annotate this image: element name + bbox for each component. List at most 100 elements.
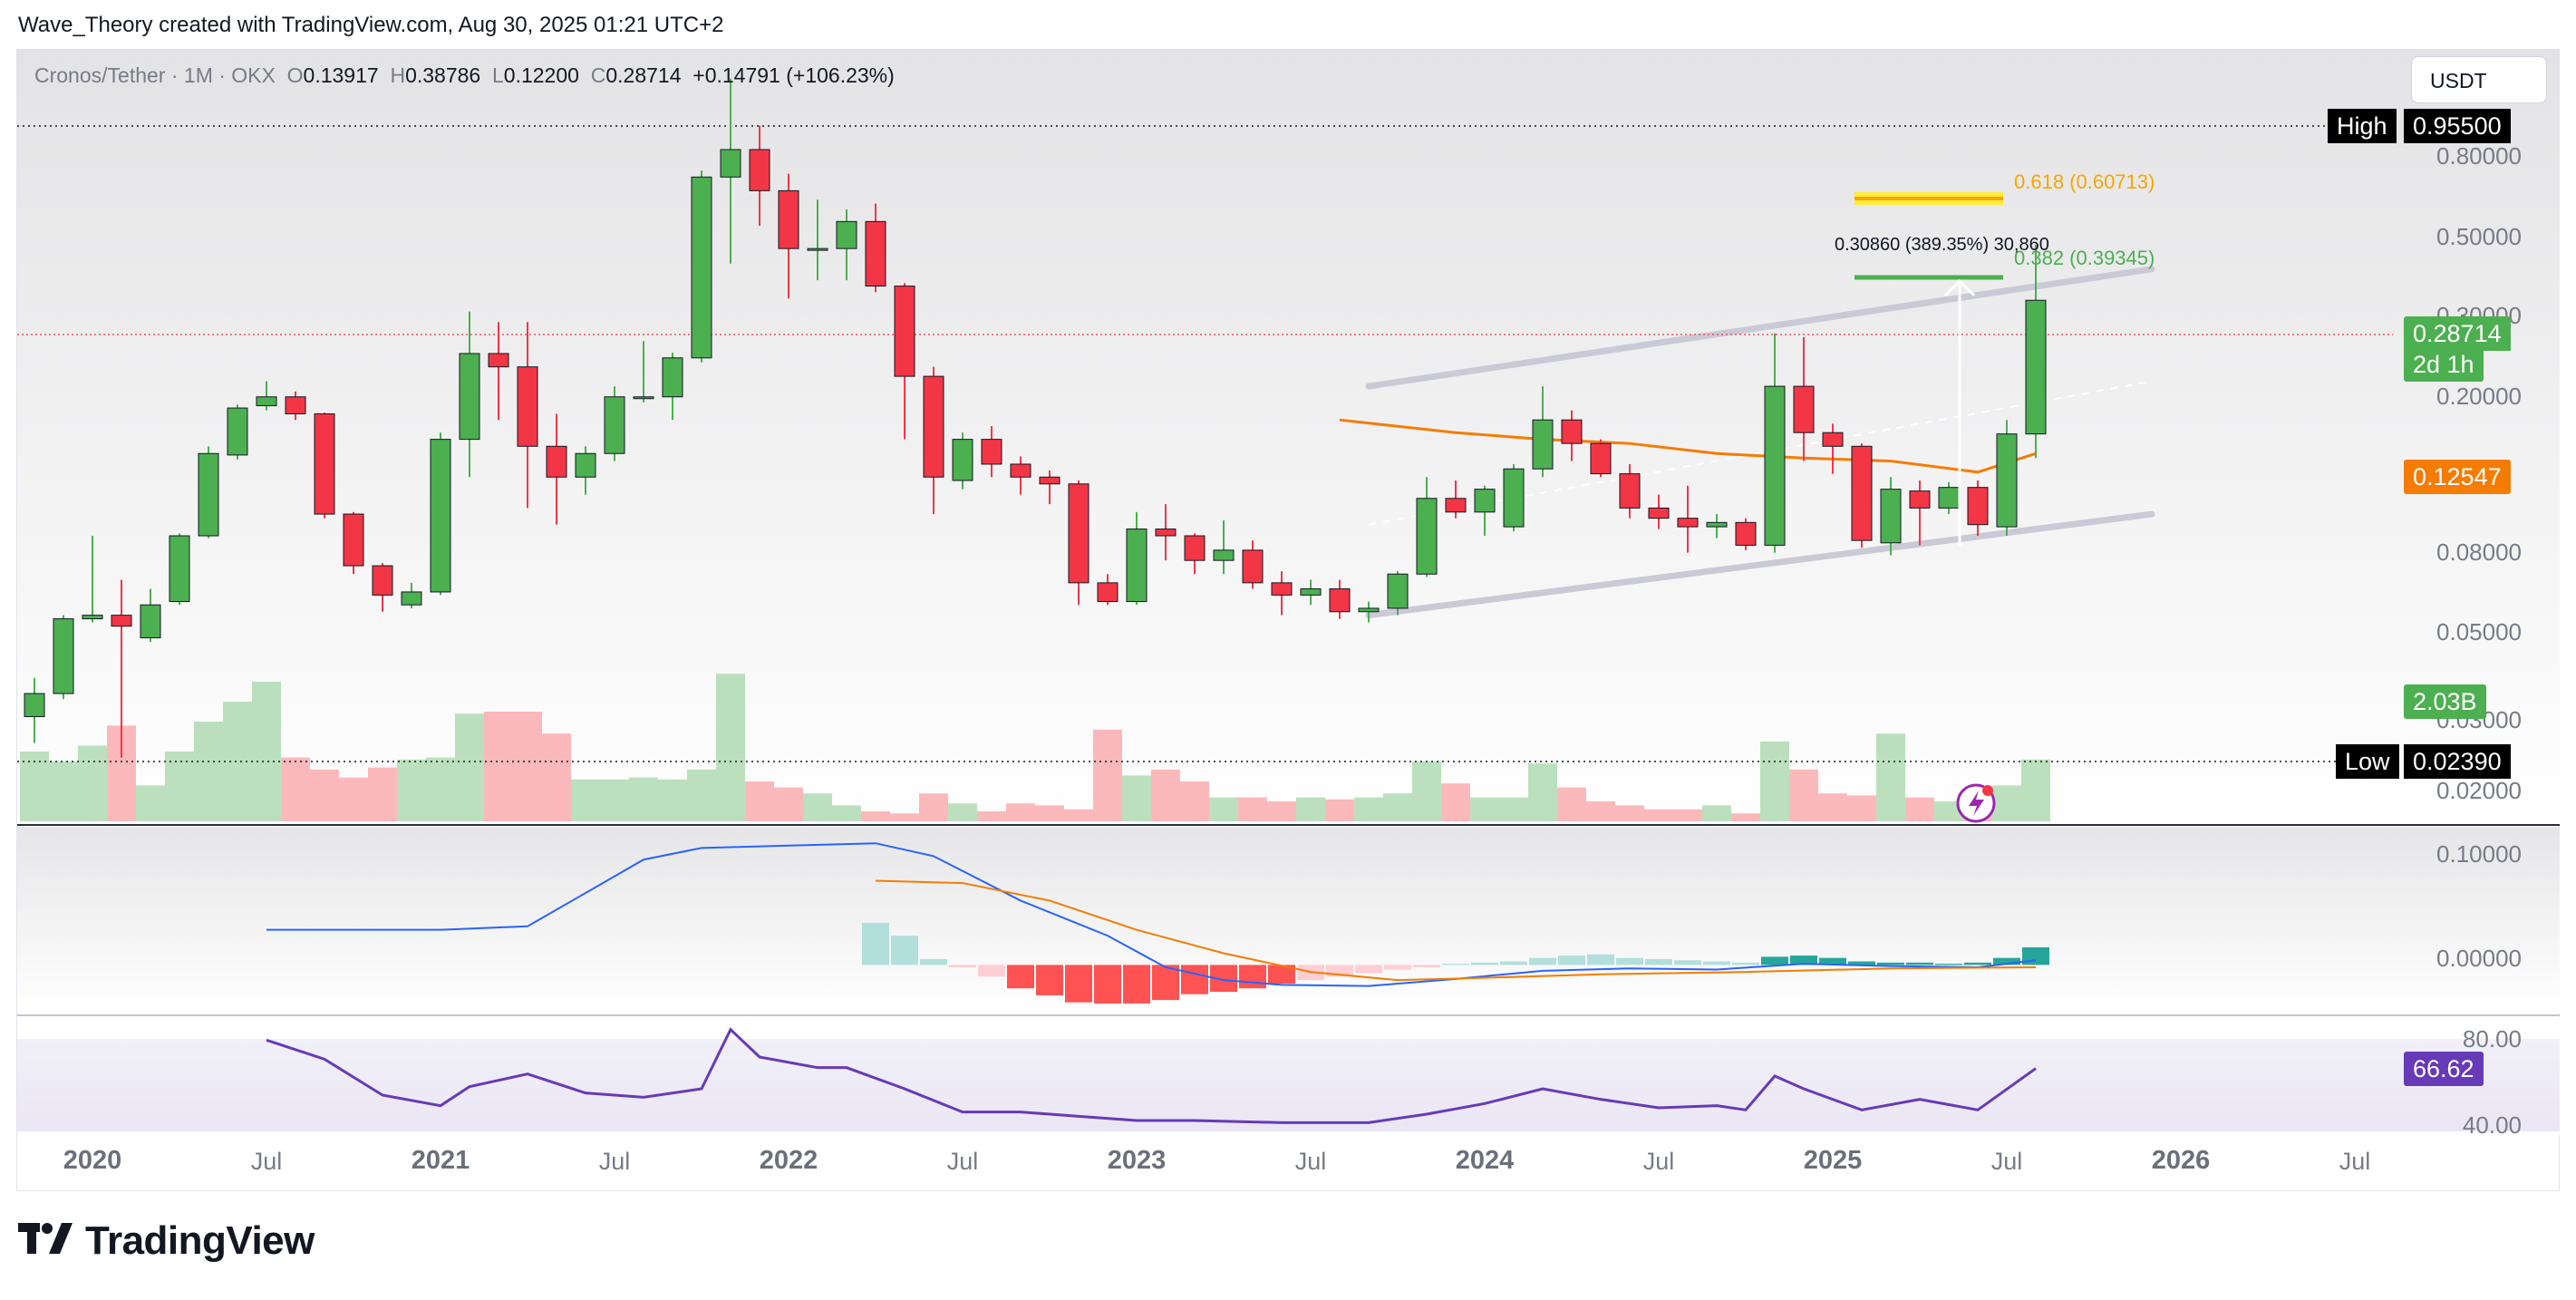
volume-bar <box>1296 797 1325 821</box>
macd-histogram-bar <box>1906 962 1933 965</box>
low-label-tag: Low <box>2336 744 2399 779</box>
volume-bar <box>1673 809 1702 821</box>
candle-body <box>1561 419 1583 444</box>
volume-bar <box>78 745 107 821</box>
candle-body <box>1764 385 1786 546</box>
volume-bar <box>1035 805 1064 821</box>
candle-body <box>285 396 306 415</box>
volume-bar <box>1702 805 1731 821</box>
candle-body <box>517 366 538 447</box>
volume-bar <box>890 813 919 821</box>
symbol-name[interactable]: Cronos/Tether · 1M · OKX <box>34 63 276 87</box>
candle-body <box>1677 518 1699 528</box>
candle-body <box>1938 487 1960 509</box>
rsi-layer <box>266 1027 2037 1124</box>
time-axis-month-label: Jul <box>1990 1148 2023 1175</box>
candle-body <box>140 604 161 639</box>
volume-bar <box>1818 793 1847 821</box>
candle-body <box>1590 442 1612 475</box>
candle-body <box>459 353 480 441</box>
symbol-legend[interactable]: Cronos/Tether · 1M · OKX O0.13917 H0.387… <box>34 63 895 88</box>
candle-body <box>1648 507 1670 519</box>
volume-bar <box>1789 769 1818 821</box>
time-axis-month-label: Jul <box>1642 1148 1675 1175</box>
candle-body <box>372 565 393 596</box>
volume-bar <box>1006 803 1035 821</box>
candle-body <box>1967 487 1989 526</box>
volume-bar <box>1151 769 1180 821</box>
candle-body <box>111 615 132 627</box>
time-axis-year-label: 2023 <box>1107 1146 1167 1175</box>
candle-body <box>778 189 799 249</box>
volume-bar <box>658 779 687 821</box>
candle-body <box>1416 498 1438 575</box>
volume-bar <box>1441 783 1470 821</box>
candle-body <box>24 693 45 717</box>
tradingview-logo[interactable]: TradingView <box>18 1218 315 1266</box>
candle-body <box>1706 521 1728 528</box>
candle-body <box>1503 468 1525 528</box>
measure-label: 0.30860 (389.35%) 30,860 <box>1835 235 2049 255</box>
macd-histogram-bar <box>1065 965 1092 1003</box>
macd-histogram-bar <box>1645 958 1672 965</box>
volume-bar <box>1238 797 1267 821</box>
volume-bar <box>832 805 861 821</box>
macd-histogram-bar <box>1964 962 1991 965</box>
volume-bar <box>426 757 455 821</box>
ema-line <box>1339 418 2037 474</box>
macd-histogram-bar <box>1703 961 1730 965</box>
candle-body <box>1126 529 1148 603</box>
rsi-tick: 80.00 <box>2462 1025 2522 1053</box>
price-pane-background <box>17 50 2560 825</box>
macd-histogram-bar <box>978 965 1005 977</box>
volume-bar <box>1557 787 1586 821</box>
volume-bar <box>2021 759 2050 821</box>
candle-body <box>836 220 857 249</box>
volume-bar <box>861 811 890 821</box>
macd-histogram-bar <box>1558 956 1585 965</box>
candle-body <box>1445 498 1467 513</box>
volume-bar <box>1760 742 1789 821</box>
price-tick: 0.02000 <box>2436 777 2522 804</box>
open-value: 0.13917 <box>303 63 379 87</box>
volume-bar <box>687 769 716 821</box>
price-tick: 0.05000 <box>2436 618 2522 645</box>
macd-line <box>266 842 2037 987</box>
volume-bar <box>1064 809 1093 821</box>
alert-icon[interactable] <box>1956 783 1996 823</box>
macd-histogram-bar <box>1529 957 1556 965</box>
fib-618-label: 0.618 (0.60713) <box>2014 170 2155 193</box>
candle-body <box>1184 535 1206 561</box>
candle-body <box>169 535 190 603</box>
macd-tick: 0.00000 <box>2436 945 2522 972</box>
volume-bar <box>281 757 310 821</box>
low-value-tag: 0.02390 <box>2404 744 2511 779</box>
time-axis-year-label: 2024 <box>1455 1146 1515 1175</box>
candle-body <box>894 286 915 377</box>
macd-layer <box>266 842 2049 1004</box>
rsi-tick: 40.00 <box>2462 1111 2522 1139</box>
candle-body <box>1822 432 1844 447</box>
volume-bar <box>165 752 194 821</box>
volume-bar <box>368 767 397 821</box>
volume-bar <box>1267 801 1296 821</box>
macd-histogram-bar <box>1877 962 1904 965</box>
volume-value-tag: 2.03B <box>2404 684 2486 719</box>
macd-histogram-bar <box>1616 957 1643 965</box>
channel-lower-line <box>1365 510 2155 619</box>
macd-histogram-bar <box>1268 965 1295 985</box>
time-axis-month-label: Jul <box>946 1148 979 1175</box>
volume-bar <box>1847 795 1876 821</box>
candle-body <box>314 413 335 515</box>
candle-body <box>575 452 596 478</box>
candle-body <box>1068 483 1089 584</box>
macd-histogram-bar <box>1732 962 1759 965</box>
candle-body <box>1851 445 1873 541</box>
macd-histogram-bar <box>1384 965 1411 970</box>
volume-bar <box>1412 762 1441 821</box>
macd-histogram-bar <box>1355 965 1382 974</box>
macd-histogram-bar <box>1819 957 1846 965</box>
candle-body <box>1039 476 1060 485</box>
currency-button[interactable]: USDT <box>2411 56 2547 103</box>
